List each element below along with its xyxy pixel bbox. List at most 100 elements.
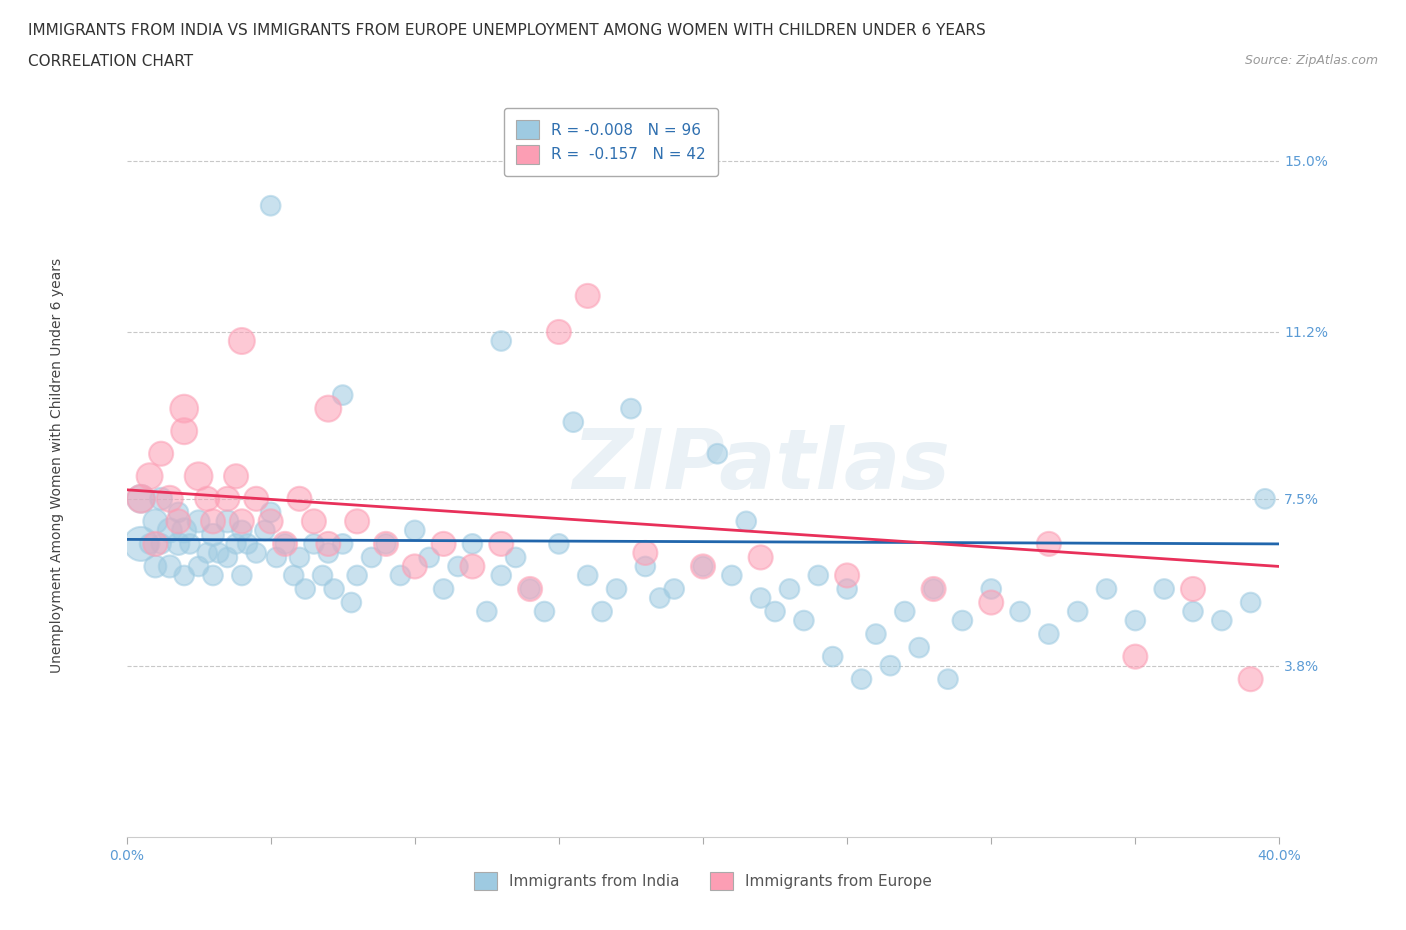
Point — [835, 581, 858, 596]
Point — [173, 568, 195, 583]
Point — [648, 591, 671, 605]
Point — [179, 537, 201, 551]
Point — [491, 568, 513, 583]
Text: Unemployment Among Women with Children Under 6 years: Unemployment Among Women with Children U… — [51, 258, 65, 672]
Point — [894, 604, 917, 619]
Point — [231, 514, 253, 529]
Point — [187, 514, 209, 529]
Point — [950, 613, 973, 628]
Point — [323, 581, 346, 596]
Point — [519, 581, 541, 596]
Point — [167, 505, 190, 520]
Point — [225, 469, 247, 484]
Point — [145, 559, 166, 574]
Point — [548, 325, 571, 339]
Point — [311, 568, 333, 583]
Point — [129, 491, 152, 506]
Point — [922, 581, 945, 596]
Point — [159, 523, 181, 538]
Point — [1125, 613, 1147, 628]
Point — [1038, 537, 1060, 551]
Point — [150, 491, 173, 506]
Point — [835, 568, 858, 583]
Point — [253, 523, 276, 538]
Point — [288, 550, 311, 565]
Point — [519, 581, 541, 596]
Point — [404, 523, 426, 538]
Point — [236, 537, 259, 551]
Point — [360, 550, 382, 565]
Point — [150, 446, 173, 461]
Point — [259, 198, 281, 213]
Point — [908, 640, 931, 655]
Point — [129, 537, 152, 551]
Point — [1181, 581, 1204, 596]
Point — [749, 591, 772, 605]
Point — [692, 559, 714, 574]
Text: Source: ZipAtlas.com: Source: ZipAtlas.com — [1244, 54, 1378, 67]
Point — [433, 537, 456, 551]
Point — [418, 550, 440, 565]
Point — [346, 568, 368, 583]
Point — [259, 514, 281, 529]
Point — [1153, 581, 1175, 596]
Point — [332, 537, 354, 551]
Point — [283, 568, 305, 583]
Point — [1095, 581, 1118, 596]
Text: CORRELATION CHART: CORRELATION CHART — [28, 54, 193, 69]
Point — [749, 550, 772, 565]
Point — [548, 537, 571, 551]
Point — [374, 537, 398, 551]
Point — [208, 546, 231, 561]
Point — [491, 537, 513, 551]
Point — [706, 446, 728, 461]
Point — [217, 514, 239, 529]
Point — [491, 334, 513, 349]
Point — [389, 568, 412, 583]
Point — [266, 550, 288, 565]
Point — [167, 537, 190, 551]
Point — [318, 546, 340, 561]
Point — [1067, 604, 1090, 619]
Point — [461, 537, 484, 551]
Point — [793, 613, 815, 628]
Point — [865, 627, 887, 642]
Point — [173, 401, 195, 416]
Point — [245, 546, 267, 561]
Point — [562, 415, 585, 430]
Point — [879, 658, 901, 673]
Point — [735, 514, 758, 529]
Point — [576, 568, 599, 583]
Point — [634, 546, 657, 561]
Point — [259, 505, 281, 520]
Point — [302, 514, 325, 529]
Point — [1240, 671, 1263, 686]
Point — [231, 334, 253, 349]
Point — [138, 469, 160, 484]
Point — [159, 491, 181, 506]
Point — [150, 537, 173, 551]
Point — [447, 559, 470, 574]
Point — [1240, 595, 1263, 610]
Point — [461, 559, 484, 574]
Point — [187, 469, 209, 484]
Point — [1038, 627, 1060, 642]
Point — [145, 514, 166, 529]
Point — [779, 581, 801, 596]
Point — [167, 514, 190, 529]
Point — [332, 388, 354, 403]
Point — [302, 537, 325, 551]
Point — [936, 671, 959, 686]
Point — [591, 604, 613, 619]
Point — [922, 581, 945, 596]
Point — [533, 604, 555, 619]
Point — [202, 568, 225, 583]
Point — [664, 581, 686, 596]
Point — [620, 401, 643, 416]
Text: IMMIGRANTS FROM INDIA VS IMMIGRANTS FROM EUROPE UNEMPLOYMENT AMONG WOMEN WITH CH: IMMIGRANTS FROM INDIA VS IMMIGRANTS FROM… — [28, 23, 986, 38]
Point — [404, 559, 426, 574]
Point — [374, 537, 398, 551]
Point — [245, 491, 267, 506]
Point — [202, 527, 225, 542]
Point — [980, 581, 1002, 596]
